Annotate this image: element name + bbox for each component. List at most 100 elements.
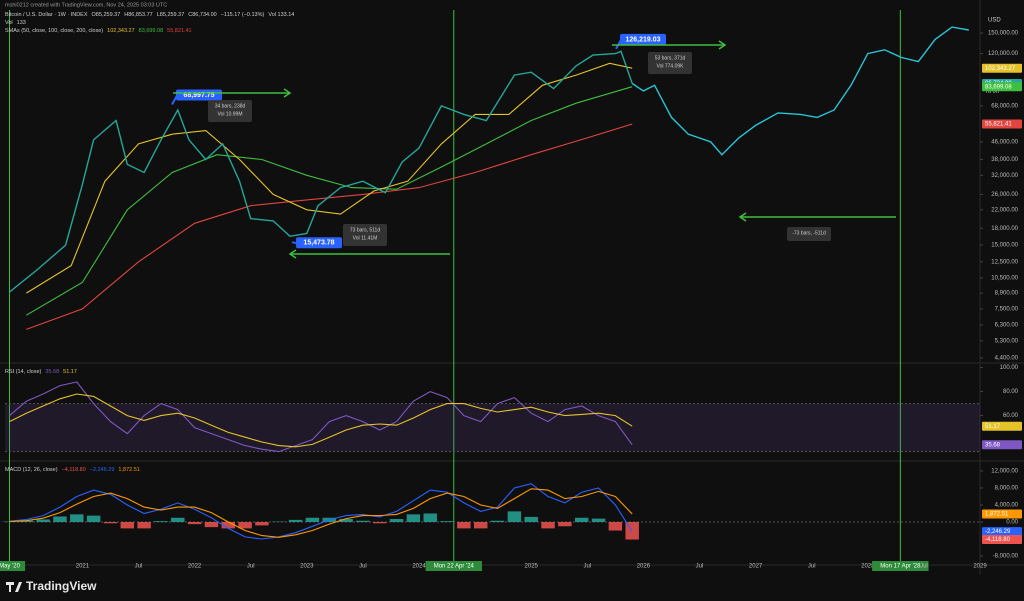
x-tick-label: 2028 xyxy=(861,564,875,570)
price-badge xyxy=(982,527,1022,537)
histogram-bar xyxy=(86,515,101,523)
price-badge-label: 83,699.08 xyxy=(985,84,1012,90)
histogram-bar xyxy=(204,522,219,528)
x-tick-label: 2026 xyxy=(637,564,651,570)
range-text: Vol 11.41M xyxy=(353,235,378,241)
histogram-bar xyxy=(70,514,84,523)
histogram-bar xyxy=(574,517,589,523)
range-box xyxy=(343,224,387,246)
x-tick-label: Mon 22 Apr '24 xyxy=(434,564,475,570)
legend-row: MACD (12, 26, close) −4,118.80 −2,246.29 1,… xyxy=(5,467,140,473)
legend-item: 102,343.27 xyxy=(107,28,135,34)
range-box xyxy=(648,52,692,74)
price-badge xyxy=(982,421,1022,431)
legend-item: 51.17 xyxy=(63,369,77,375)
histogram-bar xyxy=(305,517,320,523)
y-tick-label: 18,000.00 xyxy=(991,226,1018,232)
histogram-bar xyxy=(53,516,67,523)
legend-row: Vol 133 xyxy=(5,20,26,26)
rsi-band xyxy=(5,403,980,452)
annotation-label: 126,219.03 xyxy=(625,36,660,43)
range-text: Vol 10.99M xyxy=(217,111,242,117)
range-text: 73 bars, 511d xyxy=(350,227,380,233)
price-badge-label: 102,343.27 xyxy=(985,66,1016,72)
histogram-bar xyxy=(406,514,421,523)
time-highlight xyxy=(0,561,26,571)
legend-item: −4,118.80 xyxy=(62,467,86,473)
range-text: 53 bars, 371d xyxy=(655,55,686,61)
annotation-label: 15,473.78 xyxy=(303,240,334,247)
histogram-bar xyxy=(389,519,404,523)
price-badge xyxy=(982,119,1022,129)
histogram-bar xyxy=(19,520,34,523)
time-highlight xyxy=(425,561,482,571)
x-tick-label: Jul xyxy=(583,564,591,570)
logo-text: TradingView xyxy=(26,579,97,593)
x-tick-label: 2022 xyxy=(188,564,202,570)
series-line xyxy=(26,86,633,316)
series-line xyxy=(9,488,633,538)
x-tick-label: 2025 xyxy=(525,564,539,570)
time-highlight xyxy=(872,561,929,571)
y-tick-label: 5,300.00 xyxy=(995,338,1019,344)
y-tick-label: 10,500.00 xyxy=(991,275,1018,281)
x-tick-label: Jul xyxy=(696,564,704,570)
histogram-bar xyxy=(541,522,555,529)
annotation-label: 68,997.75 xyxy=(183,92,214,99)
y-tick-label: 4,400.00 xyxy=(995,356,1019,362)
legend-row: SMAs (50, close, 100, close, 200, close)… xyxy=(5,28,192,34)
y-tick-label: 68,000.00 xyxy=(991,103,1018,109)
histogram-bar xyxy=(490,520,505,523)
price-badge-label: -2,246.29 xyxy=(985,529,1011,535)
histogram-bar xyxy=(339,519,353,523)
y-tick-label: 100.00 xyxy=(1000,365,1019,371)
y-tick-label: 46,000.00 xyxy=(991,139,1018,145)
legend-item: Vol 133.14 xyxy=(268,12,294,18)
y-tick-label: 26,000.00 xyxy=(991,192,1018,198)
y-tick-label: 80.00 xyxy=(1003,389,1019,395)
histogram-bar xyxy=(558,522,572,527)
series-line xyxy=(26,123,633,330)
legend-item: RSI (14, close) xyxy=(5,369,42,375)
price-badge xyxy=(982,535,1022,545)
y-tick-label: 12,500.00 xyxy=(991,259,1018,265)
legend-item: L85,259.37 xyxy=(157,12,185,18)
x-tick-label: Jul xyxy=(359,564,367,570)
range-text: Vol 774.09K xyxy=(657,63,685,69)
y-tick-label: -8,000.00 xyxy=(993,554,1019,560)
legend-item: Bitcoin / U.S. Dollar · 1W · INDEX xyxy=(5,12,88,18)
range-arrowhead xyxy=(283,88,292,98)
price-badge-label: 55,821.41 xyxy=(985,122,1012,128)
x-tick-label: 2027 xyxy=(749,564,763,570)
x-tick-label: 2023 xyxy=(300,564,314,570)
price-badge xyxy=(982,509,1022,519)
annotation-box xyxy=(620,33,666,45)
range-arrowhead xyxy=(718,40,727,50)
x-tick-label: Jul xyxy=(135,564,143,570)
histogram-bar xyxy=(137,522,151,529)
histogram-bar xyxy=(608,522,623,531)
y-tick-label: 8,000.00 xyxy=(995,486,1019,492)
price-badge-label: 1,872.51 xyxy=(985,512,1009,518)
histogram-bar xyxy=(154,521,168,523)
range-box xyxy=(208,100,252,122)
logo-icon xyxy=(6,582,22,592)
x-tick-label: Jul xyxy=(920,564,928,570)
series-line xyxy=(26,62,633,294)
range-text: -73 bars, -511d xyxy=(792,230,826,236)
series-line xyxy=(9,393,633,448)
legend-item: −115.17 (−0.13%) xyxy=(221,12,265,18)
legend-item: 35.68 xyxy=(45,369,59,375)
series-line xyxy=(631,26,969,156)
histogram-bar xyxy=(440,521,454,523)
legend-item: Vol xyxy=(5,20,13,26)
histogram-bar xyxy=(457,522,471,529)
y-tick-label: 4,000.00 xyxy=(995,503,1019,509)
y-tick-label: 7,500.00 xyxy=(995,306,1019,312)
histogram-bar xyxy=(524,516,538,523)
x-tick-label: Jul xyxy=(247,564,255,570)
y-tick-label: 38,000.00 xyxy=(991,157,1018,163)
legend-row: RSI (14, close) 35.68 51.17 xyxy=(5,369,77,375)
